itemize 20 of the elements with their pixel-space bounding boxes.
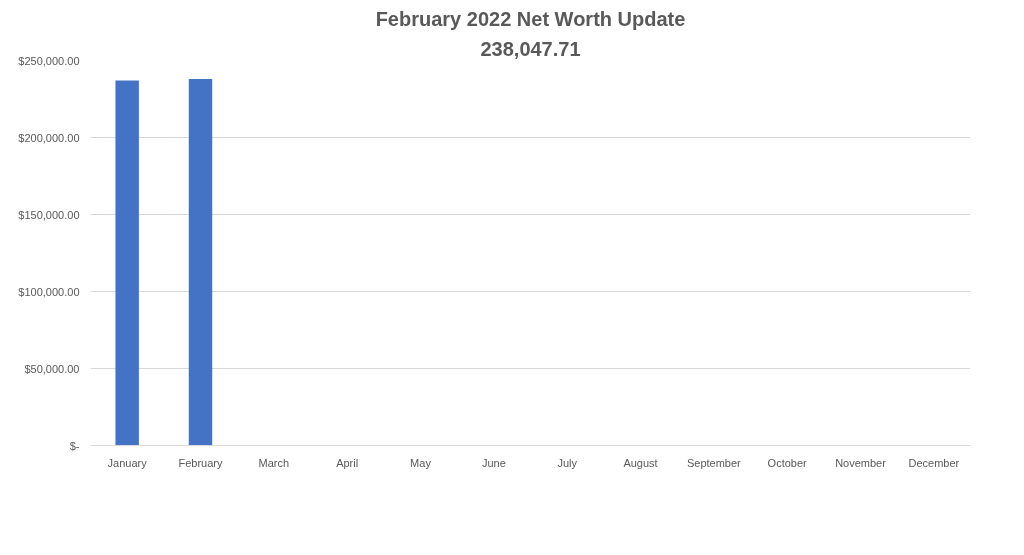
y-tick-label: $- [69,439,80,452]
x-tick-label: January [107,456,148,469]
x-tick-label: June [481,456,506,469]
x-tick-label: August [623,456,658,469]
x-tick-label: December [908,456,960,469]
x-tick-label: July [557,456,578,469]
chart-title: February 2022 Net Worth Update [375,7,686,30]
x-tick-label: September [686,456,742,469]
y-tick-label: $200,000.00 [18,131,80,144]
x-tick-label: April [336,456,359,469]
x-tick-label: March [258,456,290,469]
x-tick-label: November [835,456,887,469]
x-tick-label: February [178,456,224,469]
y-tick-label: $150,000.00 [18,208,80,221]
x-tick-label: October [767,456,808,469]
x-tick-label: May [410,456,432,469]
y-tick-label: $250,000.00 [18,54,80,67]
y-tick-label: $100,000.00 [18,285,80,298]
y-tick-label: $50,000.00 [24,362,80,375]
chart-subtitle: 238,047.71 [480,37,581,60]
